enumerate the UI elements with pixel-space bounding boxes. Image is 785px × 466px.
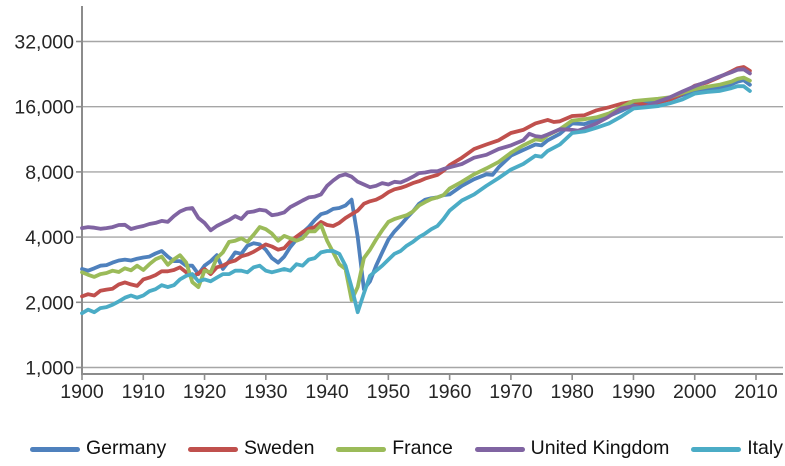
- sweden-line-swatch: [187, 446, 238, 452]
- x-tick-label: 1980: [550, 381, 594, 403]
- series-line-sweden: [80, 65, 752, 299]
- x-tick-label: 1940: [305, 381, 349, 403]
- legend-label-germany: Germany: [86, 437, 167, 460]
- legend-label-italy: Italy: [747, 437, 783, 460]
- chart-canvas: 1,000 2,000 4,000 8,000 16,000 32,000 1900 1910…: [14, 6, 783, 403]
- series-line-france: [80, 75, 752, 302]
- y-tick-label: 32,000: [14, 32, 74, 54]
- y-tick-label: 16,000: [14, 97, 74, 119]
- x-tick-label: 1970: [489, 381, 533, 403]
- germany-line-swatch: [30, 446, 80, 452]
- x-tick-label: 1950: [367, 381, 411, 403]
- x-tick-label: 2010: [734, 381, 778, 403]
- united-kingdom-line-swatch: [474, 446, 525, 452]
- legend-label-france: France: [392, 437, 453, 460]
- y-tick-label: 4,000: [25, 227, 74, 249]
- x-tick-label: 1900: [60, 381, 104, 403]
- italy-line-swatch: [691, 446, 742, 452]
- x-tick-label: 1960: [428, 381, 472, 403]
- legend-item-italy: Italy: [691, 439, 783, 459]
- legend-item-sweden: Sweden: [187, 437, 315, 460]
- chart-legend: Germany Sweden France United Kingdom Ita…: [30, 436, 783, 462]
- legend-label-sweden: Sweden: [243, 437, 315, 460]
- y-tick-label: 2,000: [25, 292, 74, 314]
- x-tick-label: 1930: [244, 381, 288, 403]
- x-tick-label: 1920: [183, 381, 227, 403]
- x-tick-label: 2000: [673, 381, 717, 403]
- legend-item-united-kingdom: United Kingdom: [474, 437, 670, 460]
- legend-item-france: France: [336, 439, 453, 459]
- france-line-swatch: [336, 446, 387, 452]
- y-tick-label: 8,000: [25, 162, 74, 184]
- series-line-italy: [80, 84, 752, 316]
- y-tick-label: 1,000: [25, 358, 74, 380]
- x-tick-label: 1910: [122, 381, 166, 403]
- legend-label-united-kingdom: United Kingdom: [530, 437, 670, 460]
- x-tick-label: 1990: [612, 381, 656, 403]
- legend-item-germany: Germany: [30, 439, 166, 459]
- series-line-united-kingdom: [80, 67, 752, 233]
